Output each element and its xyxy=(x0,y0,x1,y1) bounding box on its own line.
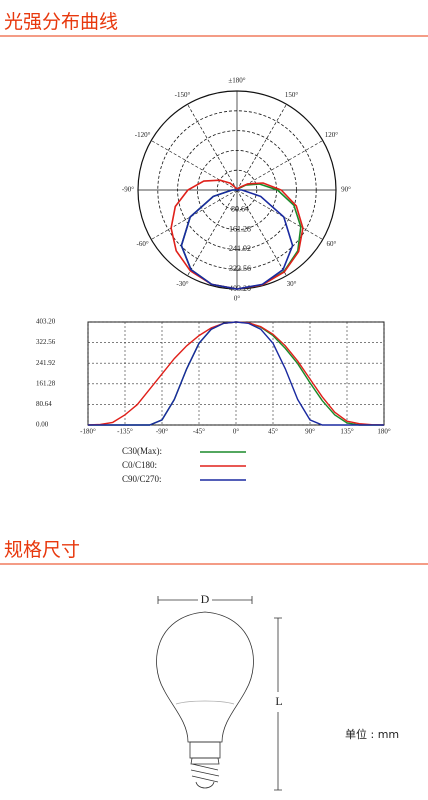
angle-tick-label: 30° xyxy=(287,280,297,288)
y-tick-label: 0.00 xyxy=(36,421,49,429)
polar-curve xyxy=(180,189,294,290)
angle-tick-label: -30° xyxy=(176,280,188,288)
angle-tick-label: 150° xyxy=(285,91,299,99)
grid-spoke xyxy=(187,189,238,276)
grid-spoke xyxy=(236,189,323,240)
x-tick-label: 45° xyxy=(268,428,278,436)
grid-spoke xyxy=(236,104,287,191)
y-tick-label: 403.20 xyxy=(36,318,56,326)
grid-spoke xyxy=(151,140,238,191)
y-tick-label: 161.28 xyxy=(36,379,56,387)
width-label: D xyxy=(201,592,210,606)
radial-tick-label: 241.92 xyxy=(229,244,251,253)
angle-tick-label: 60° xyxy=(326,240,336,248)
angle-tick-label: ±180° xyxy=(228,77,245,85)
grid-spoke xyxy=(151,189,238,240)
angle-tick-label: 120° xyxy=(325,131,339,139)
grid-spoke xyxy=(187,104,238,191)
legend-label: C0/C180: xyxy=(122,460,157,470)
angle-tick-label: -150° xyxy=(175,91,191,99)
legend-label: C30(Max): xyxy=(122,446,162,456)
angle-tick-label: 0° xyxy=(234,295,241,303)
y-tick-label: 322.56 xyxy=(36,338,56,346)
length-label: L xyxy=(275,694,282,708)
x-tick-label: 90° xyxy=(305,428,315,436)
angle-tick-label: -60° xyxy=(137,240,149,248)
y-tick-label: 241.92 xyxy=(36,359,56,367)
radial-tick-label: 80.64 xyxy=(231,205,249,214)
x-tick-label: 180° xyxy=(377,428,391,436)
radial-tick-label: 322.56 xyxy=(229,264,251,273)
grid-spoke xyxy=(236,140,323,191)
unit-label: 单位 : mm xyxy=(345,727,399,741)
series-line xyxy=(88,321,384,426)
legend-label: C90/C270: xyxy=(122,474,162,484)
section-title: 光强分布曲线 xyxy=(4,11,118,33)
x-tick-label: 135° xyxy=(340,428,354,436)
y-tick-label: 80.64 xyxy=(36,400,52,408)
grid-spoke xyxy=(236,189,287,276)
x-tick-label: -180° xyxy=(80,428,96,436)
x-tick-label: -45° xyxy=(193,428,205,436)
bulb-drawing xyxy=(156,596,282,791)
series-line xyxy=(87,321,385,426)
radial-tick-label: 161.28 xyxy=(229,224,251,233)
x-tick-label: 0° xyxy=(233,428,240,436)
angle-tick-label: -120° xyxy=(135,131,151,139)
section-title: 规格尺寸 xyxy=(4,539,80,561)
angle-tick-label: -90° xyxy=(122,186,134,194)
angle-tick-label: 90° xyxy=(341,186,351,194)
x-tick-label: -90° xyxy=(156,428,168,436)
x-tick-label: -135° xyxy=(117,428,133,436)
